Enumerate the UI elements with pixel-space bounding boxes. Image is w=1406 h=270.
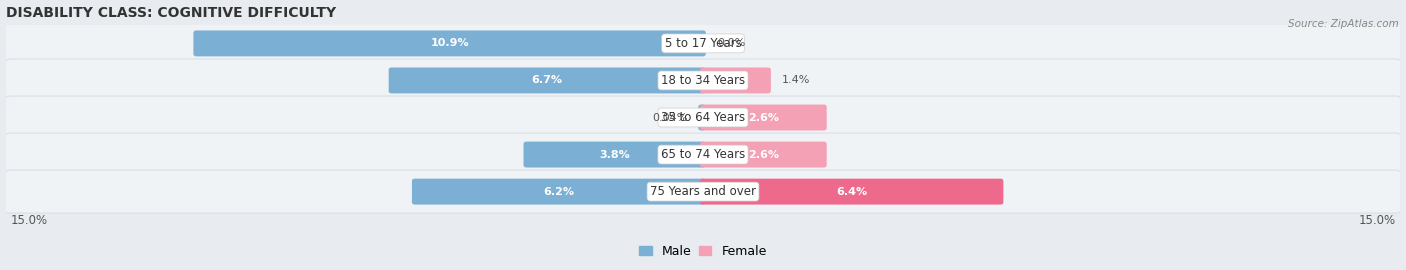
FancyBboxPatch shape	[523, 141, 706, 167]
Text: 0.0%: 0.0%	[717, 38, 745, 48]
Text: 10.9%: 10.9%	[430, 38, 470, 48]
Text: 15.0%: 15.0%	[1358, 214, 1396, 227]
FancyBboxPatch shape	[412, 179, 706, 205]
Legend: Male, Female: Male, Female	[634, 240, 772, 263]
Text: 65 to 74 Years: 65 to 74 Years	[661, 148, 745, 161]
Text: 6.7%: 6.7%	[531, 75, 562, 86]
Text: 35 to 64 Years: 35 to 64 Years	[661, 111, 745, 124]
Text: 1.4%: 1.4%	[782, 75, 810, 86]
Text: Source: ZipAtlas.com: Source: ZipAtlas.com	[1288, 19, 1399, 29]
Text: 6.2%: 6.2%	[543, 187, 575, 197]
Text: 6.4%: 6.4%	[837, 187, 868, 197]
FancyBboxPatch shape	[4, 170, 1402, 213]
FancyBboxPatch shape	[700, 179, 1004, 205]
FancyBboxPatch shape	[4, 22, 1402, 65]
Text: 2.6%: 2.6%	[748, 150, 779, 160]
FancyBboxPatch shape	[699, 104, 706, 130]
Text: 0.04%: 0.04%	[652, 113, 688, 123]
FancyBboxPatch shape	[700, 104, 827, 130]
Text: 3.8%: 3.8%	[599, 150, 630, 160]
FancyBboxPatch shape	[4, 96, 1402, 139]
FancyBboxPatch shape	[4, 133, 1402, 176]
Text: 18 to 34 Years: 18 to 34 Years	[661, 74, 745, 87]
FancyBboxPatch shape	[194, 31, 706, 56]
FancyBboxPatch shape	[700, 68, 770, 93]
Text: 75 Years and over: 75 Years and over	[650, 185, 756, 198]
FancyBboxPatch shape	[700, 141, 827, 167]
Text: DISABILITY CLASS: COGNITIVE DIFFICULTY: DISABILITY CLASS: COGNITIVE DIFFICULTY	[6, 6, 336, 19]
FancyBboxPatch shape	[4, 59, 1402, 102]
FancyBboxPatch shape	[388, 68, 706, 93]
Text: 5 to 17 Years: 5 to 17 Years	[665, 37, 741, 50]
Text: 2.6%: 2.6%	[748, 113, 779, 123]
Text: 15.0%: 15.0%	[10, 214, 48, 227]
